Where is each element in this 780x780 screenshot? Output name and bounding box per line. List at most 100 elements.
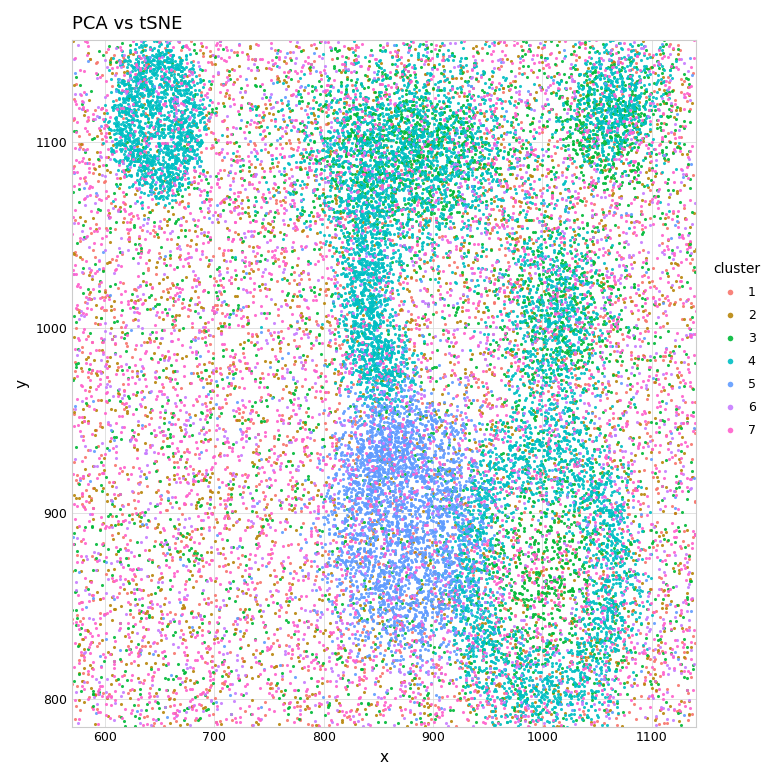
6 <box>384 98 396 110</box>
4 <box>572 478 584 491</box>
4 <box>374 392 387 404</box>
4 <box>541 98 554 111</box>
5 <box>434 434 447 447</box>
3 <box>566 629 578 642</box>
3 <box>399 154 411 167</box>
6 <box>357 240 370 253</box>
4 <box>351 83 363 96</box>
6 <box>601 562 614 575</box>
4 <box>484 608 497 620</box>
7 <box>94 373 107 385</box>
7 <box>204 184 216 197</box>
7 <box>660 75 672 87</box>
7 <box>435 594 448 607</box>
6 <box>597 458 609 470</box>
1 <box>106 80 119 92</box>
3 <box>430 709 442 722</box>
7 <box>639 284 651 296</box>
4 <box>404 94 417 107</box>
7 <box>663 87 675 100</box>
5 <box>211 374 223 387</box>
4 <box>540 672 552 684</box>
4 <box>378 167 390 179</box>
7 <box>509 109 521 122</box>
6 <box>308 699 321 711</box>
5 <box>357 456 370 469</box>
6 <box>480 122 492 135</box>
7 <box>264 642 276 654</box>
5 <box>99 633 112 645</box>
3 <box>413 160 426 172</box>
7 <box>331 317 343 329</box>
4 <box>339 10 352 23</box>
4 <box>337 355 349 367</box>
3 <box>509 627 521 640</box>
4 <box>312 109 324 122</box>
3 <box>615 661 628 673</box>
5 <box>435 502 448 515</box>
7 <box>257 193 270 205</box>
6 <box>332 36 345 48</box>
2 <box>552 516 565 528</box>
4 <box>613 80 626 93</box>
4 <box>493 449 505 462</box>
3 <box>630 131 643 144</box>
4 <box>360 260 373 272</box>
6 <box>375 692 388 704</box>
4 <box>371 340 384 353</box>
5 <box>377 524 389 537</box>
3 <box>590 112 602 124</box>
4 <box>624 37 636 50</box>
7 <box>562 521 574 534</box>
2 <box>485 124 498 136</box>
3 <box>190 547 203 559</box>
7 <box>158 629 171 641</box>
2 <box>242 639 254 651</box>
3 <box>398 561 410 573</box>
6 <box>259 278 271 290</box>
5 <box>402 559 414 572</box>
4 <box>168 144 180 156</box>
6 <box>236 428 248 441</box>
4 <box>379 370 392 382</box>
1 <box>137 335 150 348</box>
1 <box>502 256 515 268</box>
7 <box>478 465 491 477</box>
4 <box>447 623 459 636</box>
2 <box>544 708 557 721</box>
4 <box>437 128 449 140</box>
7 <box>215 633 227 646</box>
7 <box>431 194 443 207</box>
1 <box>140 57 152 69</box>
1 <box>424 211 437 224</box>
3 <box>421 104 434 116</box>
3 <box>164 428 176 441</box>
4 <box>523 451 536 463</box>
6 <box>392 167 404 179</box>
1 <box>349 44 361 56</box>
3 <box>219 298 232 310</box>
7 <box>654 272 667 285</box>
2 <box>406 314 418 327</box>
6 <box>67 165 80 178</box>
4 <box>146 168 158 181</box>
5 <box>381 412 394 424</box>
3 <box>574 645 587 658</box>
1 <box>534 489 547 502</box>
4 <box>502 310 514 322</box>
4 <box>510 709 523 722</box>
3 <box>302 97 314 109</box>
1 <box>402 145 415 158</box>
4 <box>599 332 612 344</box>
3 <box>395 207 408 220</box>
5 <box>383 636 395 648</box>
1 <box>237 654 250 667</box>
3 <box>618 141 630 154</box>
2 <box>248 72 261 84</box>
6 <box>439 490 452 502</box>
6 <box>669 548 682 561</box>
7 <box>152 81 165 94</box>
7 <box>298 483 310 495</box>
1 <box>236 202 248 215</box>
5 <box>339 622 352 634</box>
